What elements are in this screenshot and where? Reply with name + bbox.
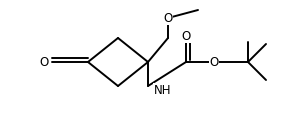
Text: O: O xyxy=(181,30,191,43)
Text: O: O xyxy=(163,12,173,25)
Text: NH: NH xyxy=(154,83,171,96)
Text: O: O xyxy=(209,56,219,68)
Text: O: O xyxy=(39,56,49,68)
